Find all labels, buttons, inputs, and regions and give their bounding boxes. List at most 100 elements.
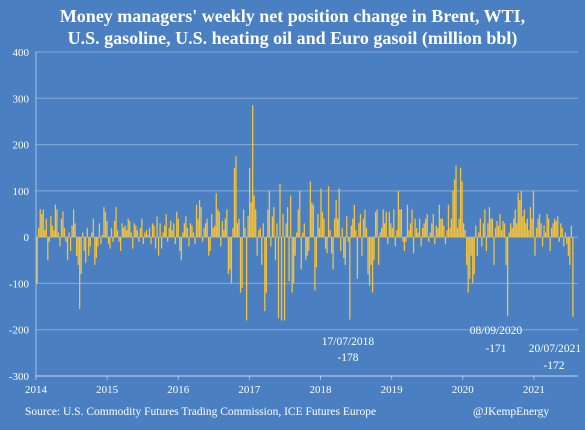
bar-week-286 bbox=[470, 237, 472, 256]
bar-week-49 bbox=[110, 227, 113, 238]
bar-week-224 bbox=[376, 209, 378, 238]
annotation-2021-value: -172 bbox=[543, 360, 564, 372]
bar-week-106 bbox=[197, 218, 199, 238]
bar-week-296 bbox=[485, 237, 488, 252]
bar-week-192 bbox=[327, 186, 330, 238]
y-tick-label-100: 100 bbox=[13, 186, 30, 198]
bar-week-19 bbox=[65, 237, 67, 242]
bar-week-18 bbox=[63, 227, 66, 238]
bar-week-186 bbox=[318, 227, 321, 238]
bar-week-164 bbox=[285, 223, 287, 238]
bar-week-336 bbox=[546, 214, 548, 238]
bar-week-264 bbox=[437, 227, 439, 238]
bar-week-170 bbox=[294, 237, 296, 256]
bar-week-28 bbox=[79, 237, 81, 309]
bar-week-322 bbox=[525, 223, 527, 238]
bar-week-120 bbox=[218, 211, 220, 238]
bar-week-15 bbox=[59, 237, 61, 247]
bar-week-302 bbox=[494, 227, 497, 238]
bar-week-7 bbox=[47, 237, 49, 261]
bar-week-152 bbox=[267, 209, 269, 238]
bar-week-258 bbox=[428, 237, 430, 242]
bar-week-133 bbox=[238, 218, 240, 238]
bar-week-114 bbox=[209, 237, 211, 252]
bar-week-73 bbox=[147, 234, 149, 238]
bar-week-13 bbox=[56, 209, 58, 238]
bar-week-105 bbox=[195, 204, 198, 238]
chart-title-line-2: U.S. gasoline, U.S. heating oil and Euro… bbox=[67, 28, 518, 48]
bar-week-191 bbox=[326, 237, 328, 254]
bar-week-39 bbox=[95, 237, 97, 258]
annotation-2020: 08/09/2020 -171 bbox=[470, 325, 523, 355]
bar-week-50 bbox=[112, 237, 114, 242]
bar-week-2 bbox=[39, 209, 41, 238]
bar-week-174 bbox=[300, 237, 302, 270]
bar-week-77 bbox=[153, 225, 155, 238]
bar-week-67 bbox=[138, 237, 140, 242]
bar-week-338 bbox=[549, 237, 551, 252]
bar-week-47 bbox=[107, 237, 110, 245]
bar-week-217 bbox=[365, 227, 368, 238]
bar-week-274 bbox=[452, 190, 454, 238]
bar-week-290 bbox=[476, 237, 478, 256]
bar-week-199 bbox=[338, 188, 340, 238]
bar-week-74 bbox=[148, 227, 151, 238]
bar-week-304 bbox=[497, 225, 500, 238]
bar-week-130 bbox=[233, 167, 236, 238]
bar-week-177 bbox=[305, 237, 307, 261]
bar-week-222 bbox=[373, 237, 375, 261]
bar-week-66 bbox=[136, 230, 138, 238]
bar-week-206 bbox=[349, 237, 351, 320]
bar-week-167 bbox=[289, 195, 292, 238]
bar-week-208 bbox=[352, 218, 354, 238]
bar-week-324 bbox=[528, 230, 530, 238]
bar-week-293 bbox=[481, 237, 483, 247]
bar-week-93 bbox=[177, 218, 179, 238]
bar-week-117 bbox=[214, 225, 216, 238]
bar-week-189 bbox=[323, 218, 325, 238]
bar-week-35 bbox=[89, 237, 91, 247]
bar-week-250 bbox=[415, 227, 418, 238]
bar-week-190 bbox=[324, 237, 327, 249]
bar-week-353 bbox=[572, 237, 574, 317]
bar-week-246 bbox=[409, 223, 412, 238]
bar-week-160 bbox=[279, 183, 281, 238]
bar-week-176 bbox=[303, 223, 305, 238]
annotation-2021-date: 20/07/2021 bbox=[529, 343, 582, 355]
bar-week-34 bbox=[88, 237, 90, 256]
source-note: Source: U.S. Commodity Futures Trading C… bbox=[25, 406, 377, 418]
bar-week-146 bbox=[258, 230, 260, 238]
bar-week-161 bbox=[280, 237, 283, 321]
bar-week-243 bbox=[405, 237, 407, 242]
bar-week-101 bbox=[189, 223, 192, 238]
bar-week-84 bbox=[164, 225, 166, 238]
bar-week-26 bbox=[75, 237, 78, 256]
y-tick-label-400: 400 bbox=[13, 47, 30, 59]
bar-week-121 bbox=[220, 237, 222, 247]
bar-week-165 bbox=[286, 207, 289, 238]
bar-week-20 bbox=[66, 237, 69, 261]
x-tick-label-2015: 2015 bbox=[96, 384, 119, 396]
bar-week-68 bbox=[139, 227, 142, 238]
bar-week-134 bbox=[239, 237, 242, 293]
bar-week-104 bbox=[194, 237, 196, 245]
bar-week-57 bbox=[123, 227, 125, 238]
bar-week-295 bbox=[484, 209, 486, 238]
author-credit: @JKempEnergy bbox=[473, 406, 550, 418]
bar-week-313 bbox=[511, 227, 513, 238]
bar-week-154 bbox=[270, 237, 272, 247]
bar-week-309 bbox=[505, 237, 507, 265]
bar-week-251 bbox=[417, 232, 419, 238]
bar-week-270 bbox=[446, 230, 448, 238]
x-tick-label-2016: 2016 bbox=[167, 384, 190, 396]
bar-week-81 bbox=[159, 223, 161, 238]
bar-week-301 bbox=[493, 237, 495, 265]
bar-week-24 bbox=[72, 209, 75, 238]
bar-week-169 bbox=[293, 237, 295, 284]
bar-week-196 bbox=[333, 218, 336, 238]
bar-week-143 bbox=[253, 195, 255, 238]
bar-week-276 bbox=[455, 165, 457, 238]
bar-week-269 bbox=[444, 237, 447, 245]
